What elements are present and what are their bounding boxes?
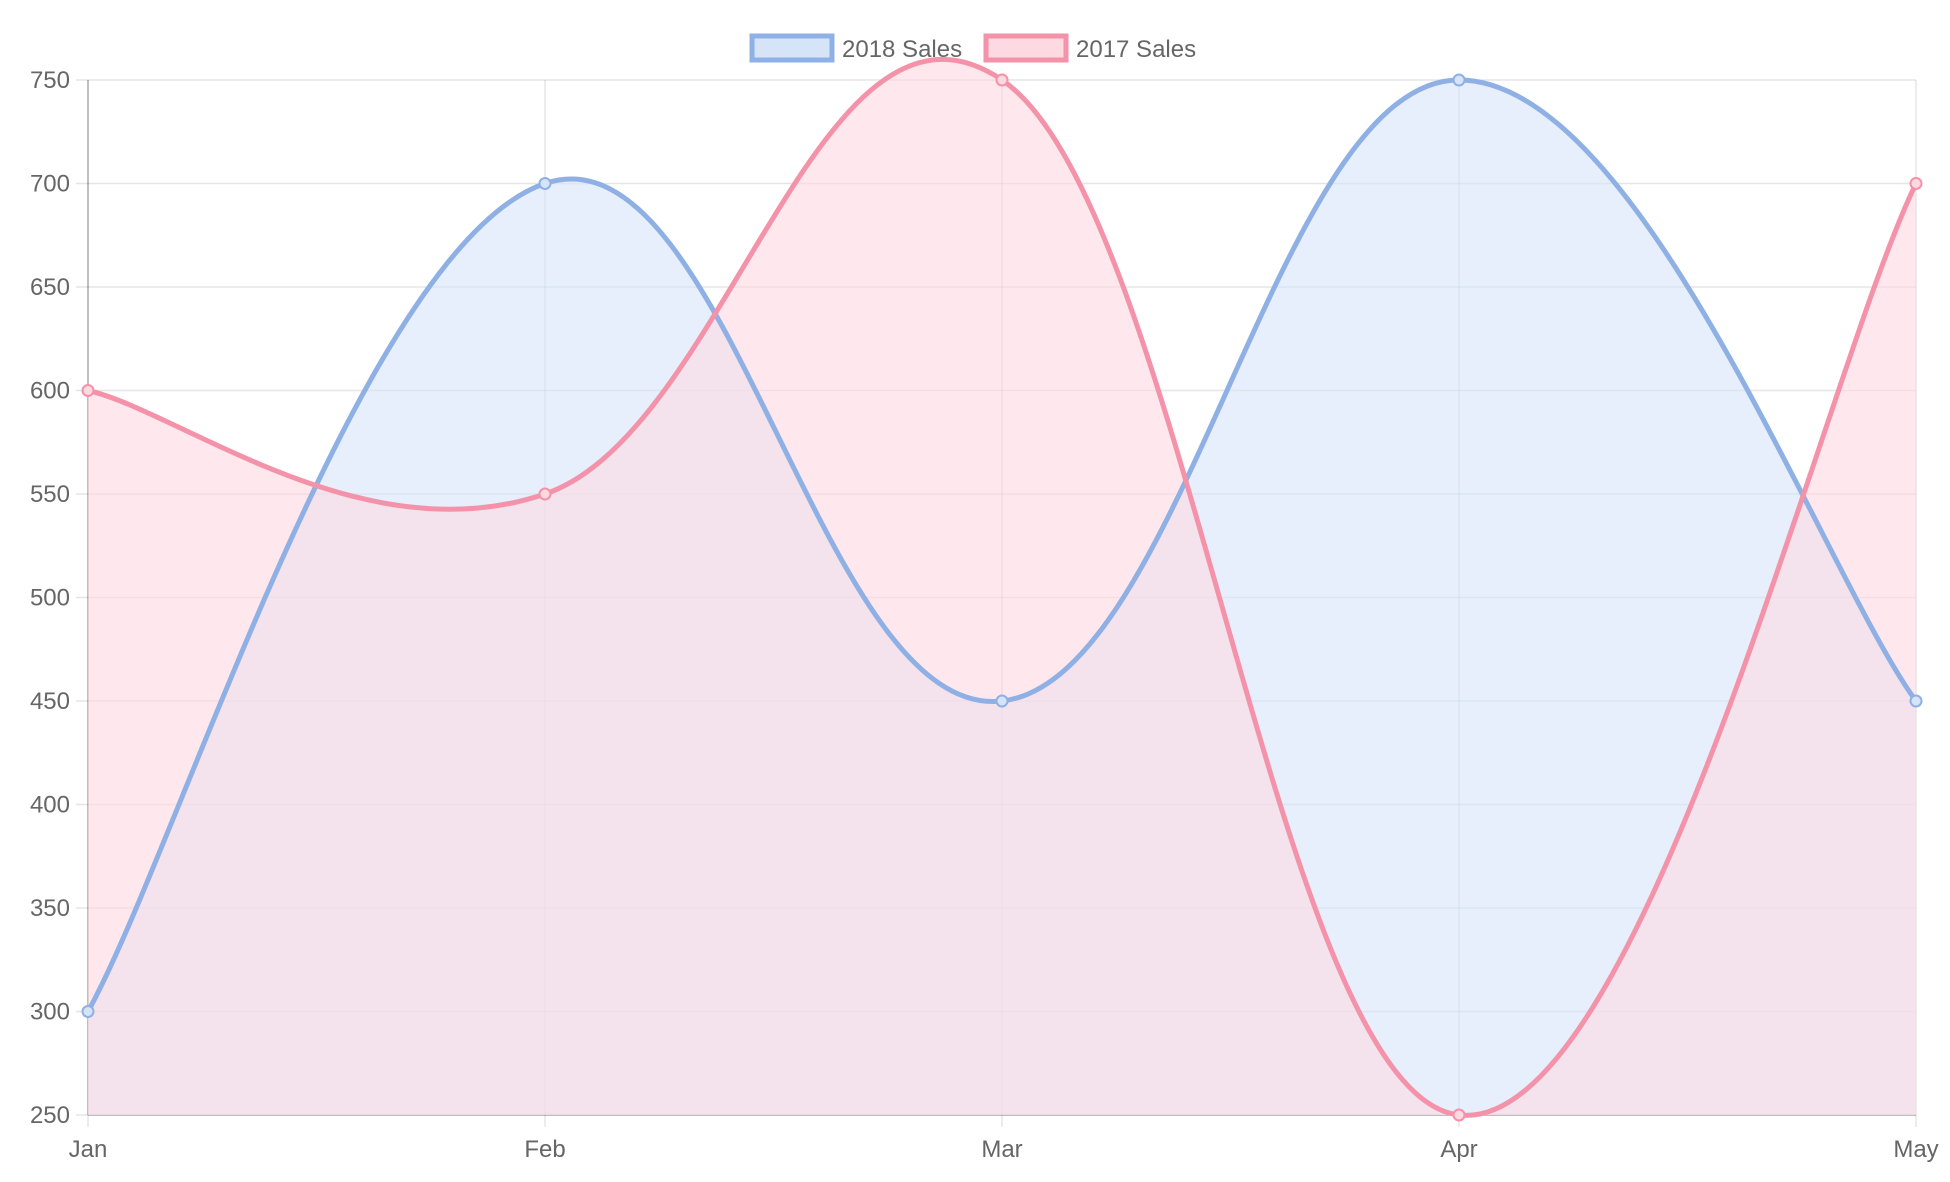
data-point[interactable] [995, 73, 1009, 87]
data-point[interactable] [995, 694, 1009, 708]
data-point[interactable] [1909, 694, 1923, 708]
y-tick-label: 400 [30, 792, 70, 819]
series-area [88, 59, 1916, 1116]
x-axis-ticks: Jan Feb Mar Apr May [69, 1136, 1939, 1163]
data-point[interactable] [1452, 1108, 1466, 1122]
series-line [85, 57, 1919, 1118]
y-tick-label: 550 [30, 481, 70, 508]
y-tick-label: 350 [30, 895, 70, 922]
legend-swatch [749, 33, 835, 63]
legend-label: 2017 Sales [1076, 36, 1196, 63]
y-tick-label: 500 [30, 585, 70, 612]
x-tick-label: May [1893, 1136, 1938, 1163]
data-point[interactable] [538, 177, 552, 190]
legend[interactable]: 2018 Sales 2017 Sales [749, 33, 1196, 63]
y-tick-label: 700 [30, 171, 70, 198]
x-tick-label: Mar [981, 1136, 1022, 1163]
y-tick-label: 250 [30, 1102, 70, 1129]
legend-swatch [983, 33, 1069, 63]
y-axis-ticks: 750 700 650 600 550 500 450 400 350 300 250 [30, 67, 70, 1129]
legend-label: 2018 Sales [842, 36, 962, 63]
y-tick-label: 300 [30, 999, 70, 1026]
data-point[interactable] [1909, 177, 1923, 190]
y-tick-label: 450 [30, 688, 70, 715]
x-tick-label: Apr [1440, 1136, 1477, 1163]
data-point[interactable] [538, 487, 552, 501]
x-tick-label: Feb [524, 1136, 565, 1163]
point-layer [81, 73, 1923, 1122]
data-point[interactable] [1452, 73, 1466, 87]
x-tick-label: Jan [69, 1136, 108, 1163]
y-tick-label: 650 [30, 274, 70, 301]
data-point[interactable] [81, 1005, 95, 1018]
y-tick-label: 600 [30, 378, 70, 405]
legend-item[interactable]: 2017 Sales [983, 33, 1196, 63]
data-point[interactable] [81, 384, 95, 397]
area-layer [88, 59, 1916, 1116]
y-tick-label: 750 [30, 67, 70, 94]
legend-item[interactable]: 2018 Sales [749, 33, 962, 63]
